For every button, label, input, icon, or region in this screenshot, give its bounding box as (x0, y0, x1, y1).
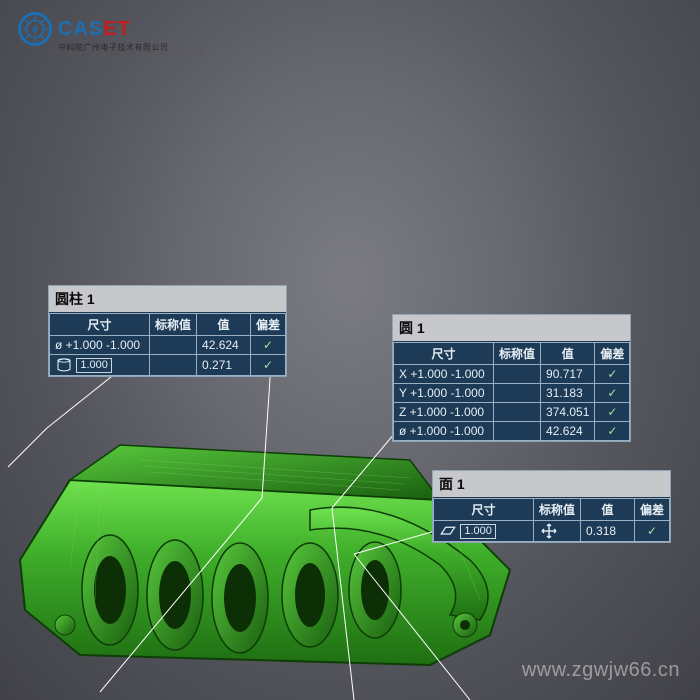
nominal-cell (494, 365, 541, 384)
table-row[interactable]: ø +1.000 -1.000 42.624✓ (394, 422, 630, 441)
value-cell: 42.624 (541, 422, 595, 441)
gear-icon: 8 (18, 12, 52, 46)
dimension-cell: ø +1.000 -1.000 (50, 336, 150, 355)
callout-face-1[interactable]: 面 1 尺寸 标称值 值 偏差 1.000 0.318✓ (432, 470, 671, 543)
svg-text:8: 8 (32, 25, 37, 35)
nominal-cell (494, 384, 541, 403)
table-row[interactable]: 1.000 0.271✓ (50, 355, 286, 376)
dimension-cell: 1.000 (50, 355, 150, 376)
table-row[interactable]: Z +1.000 -1.000 374.051✓ (394, 403, 630, 422)
nominal-cell (150, 336, 197, 355)
value-cell: 42.624 (197, 336, 251, 355)
col-value: 值 (541, 343, 595, 365)
col-dimension: 尺寸 (394, 343, 494, 365)
value-cell: 0.318 (581, 521, 635, 542)
col-dimension: 尺寸 (434, 499, 534, 521)
col-deviation: 偏差 (595, 343, 630, 365)
col-nominal: 标称值 (494, 343, 541, 365)
value-cell: 0.271 (197, 355, 251, 376)
col-value: 值 (581, 499, 635, 521)
callout-cylinder-1[interactable]: 圆柱 1 尺寸 标称值 值 偏差 ø +1.000 -1.000 42.624✓ … (48, 285, 287, 377)
nominal-cell (150, 355, 197, 376)
watermark-text: www.zgwjw66.cn (522, 659, 680, 682)
dimension-cell: X +1.000 -1.000 (394, 365, 494, 384)
deviation-cell: ✓ (595, 403, 630, 422)
nominal-cell (494, 422, 541, 441)
measurement-table: 尺寸 标称值 值 偏差 X +1.000 -1.00090.717✓Y +1.0… (393, 342, 630, 441)
nominal-cell (494, 403, 541, 422)
dimension-cell: Z +1.000 -1.000 (394, 403, 494, 422)
deviation-cell: ✓ (251, 355, 286, 376)
callout-title: 圆 1 (393, 315, 630, 342)
dimension-cell: ø +1.000 -1.000 (394, 422, 494, 441)
value-cell: 90.717 (541, 365, 595, 384)
measurement-table: 尺寸 标称值 值 偏差 ø +1.000 -1.000 42.624✓ 1.000… (49, 313, 286, 376)
callout-circle-1[interactable]: 圆 1 尺寸 标称值 值 偏差 X +1.000 -1.00090.717✓Y … (392, 314, 631, 442)
3d-viewport[interactable]: 8 CASET 中科院广州电子技术有限公司 GUANGZHOU ELECTRON… (0, 0, 700, 700)
value-cell: 31.183 (541, 384, 595, 403)
col-nominal: 标称值 (534, 499, 581, 521)
table-row[interactable]: Y +1.000 -1.000 31.183✓ (394, 384, 630, 403)
col-dimension: 尺寸 (50, 314, 150, 336)
table-row[interactable]: X +1.000 -1.000 90.717✓ (394, 365, 630, 384)
brand-logo: 8 CASET (18, 12, 131, 46)
callout-title: 面 1 (433, 471, 670, 498)
deviation-cell: ✓ (595, 422, 630, 441)
dimension-cell: 1.000 (434, 521, 534, 542)
brand-text: CASET (58, 18, 131, 41)
deviation-cell: ✓ (635, 521, 670, 542)
deviation-cell: ✓ (595, 384, 630, 403)
dimension-cell: Y +1.000 -1.000 (394, 384, 494, 403)
col-deviation: 偏差 (251, 314, 286, 336)
col-nominal: 标称值 (150, 314, 197, 336)
measurement-table: 尺寸 标称值 值 偏差 1.000 0.318✓ (433, 498, 670, 542)
deviation-cell: ✓ (595, 365, 630, 384)
callout-title: 圆柱 1 (49, 286, 286, 313)
col-value: 值 (197, 314, 251, 336)
table-row[interactable]: 1.000 0.318✓ (434, 521, 670, 542)
brand-subtitle-en: GUANGZHOU ELECTRONIC TECHNOLOGY CO.,LTD.… (58, 51, 206, 57)
table-row[interactable]: ø +1.000 -1.000 42.624✓ (50, 336, 286, 355)
col-deviation: 偏差 (635, 499, 670, 521)
deviation-cell: ✓ (251, 336, 286, 355)
nominal-cell (534, 521, 581, 542)
value-cell: 374.051 (541, 403, 595, 422)
